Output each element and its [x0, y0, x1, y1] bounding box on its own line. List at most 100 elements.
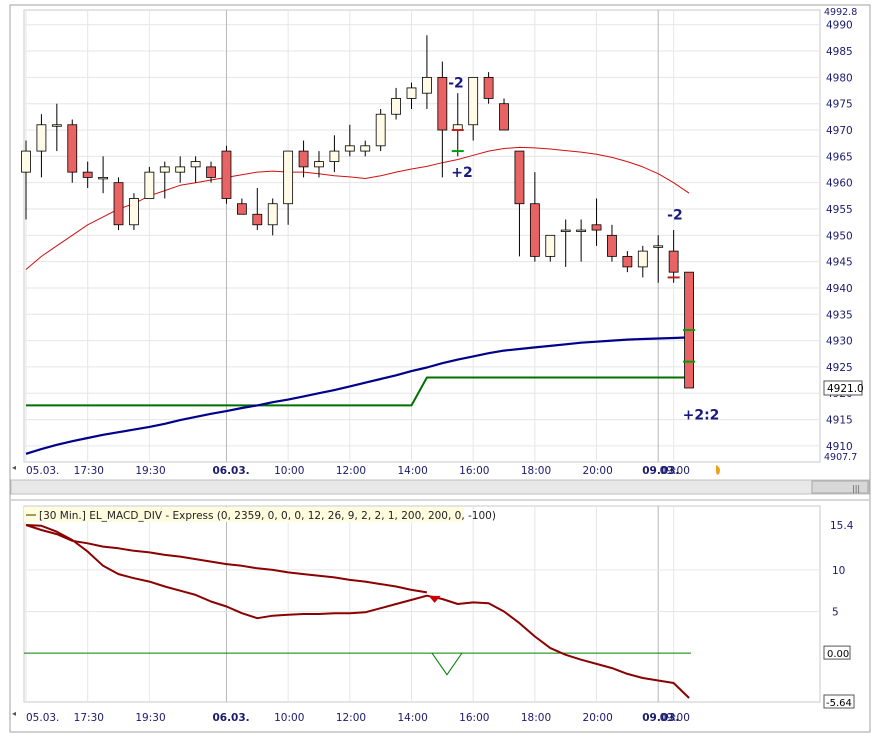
candle-body-up	[190, 161, 201, 168]
indicator-y-axis: 5 10 15.4 0.00 -5.64	[823, 520, 855, 709]
indicator-title-box[interactable]: [30 Min.] EL_MACD_DIV - Express (0, 2359…	[24, 507, 496, 522]
price-panel: 4910491549204925493049354940494549504955…	[12, 7, 864, 477]
candle	[190, 156, 201, 183]
candle	[375, 108, 386, 152]
price-y-tick-label: 4930	[826, 336, 853, 348]
indicator-y-top-label: 15.4	[830, 520, 854, 532]
price-y-tick-label: 4985	[826, 46, 853, 58]
candle	[98, 156, 108, 194]
candle-body-down	[67, 124, 78, 173]
candle-body-up	[637, 250, 648, 268]
order-icon[interactable]	[716, 465, 720, 475]
candle	[437, 61, 448, 178]
candle-body-up	[159, 166, 170, 173]
indicator-x-axis: 05.03. 17:30 19:30 06.03. 10:00 12:00 14:00 16:…	[26, 712, 690, 724]
candle	[545, 234, 556, 262]
candle	[159, 161, 170, 199]
last-price-box	[823, 380, 863, 396]
candle-body-up	[422, 76, 432, 94]
indicator-x-tick-label: 18:00	[521, 712, 551, 724]
price-x-tick-label: 06.03.	[212, 465, 249, 477]
price-x-tick-label: 12:00	[336, 465, 366, 477]
price-y-tick-label: 4925	[826, 362, 853, 374]
indicator-x-tick-label: 05.03.	[26, 712, 59, 724]
indicator-title: [30 Min.] EL_MACD_DIV - Express (0, 2359…	[39, 510, 496, 522]
candle	[622, 251, 633, 273]
trade-marker-label: +2:2	[683, 407, 720, 423]
horizontal-scrollbar[interactable]: |||	[10, 479, 870, 495]
price-x-tick-label: 19:30	[135, 465, 165, 477]
candle	[175, 156, 186, 183]
candle	[344, 124, 355, 157]
candle-body-down	[437, 76, 448, 131]
candle	[391, 87, 401, 120]
price-x-tick-label: 05.03.	[26, 465, 59, 477]
indicator-x-tick-label: 12:00	[336, 712, 366, 724]
scrollbar-track[interactable]	[10, 479, 870, 495]
price-y-tick-label: 4950	[826, 230, 853, 242]
price-x-tick-label: 10:00	[274, 465, 304, 477]
candle-body-up	[98, 177, 108, 180]
indicator-y-tick-label: 10	[832, 565, 845, 577]
price-y-tick-label: 4980	[826, 72, 853, 84]
price-x-tick-label: 14:00	[398, 465, 428, 477]
macd-series-line	[25, 524, 428, 594]
candle-body-up	[545, 234, 556, 257]
scroll-left-icon[interactable]: ◂	[12, 463, 16, 472]
candle-body-up	[283, 150, 294, 205]
last-price-label: 4921.0	[827, 383, 864, 395]
price-x-tick-label: 09:00	[660, 465, 690, 477]
candle-body-down	[113, 182, 124, 226]
price-y-tick-label: 4935	[826, 309, 853, 321]
candle-body-up	[375, 113, 386, 147]
candle-body-down	[236, 203, 247, 215]
candle-body-up	[344, 145, 355, 152]
price-x-tick-label: 16:00	[459, 465, 489, 477]
price-y-tick-label: 4965	[826, 151, 853, 163]
indicator-x-tick-label: 14:00	[398, 712, 428, 724]
price-y-top-label: 4992.8	[824, 7, 857, 18]
candle-body-down	[298, 150, 309, 168]
candle	[560, 219, 571, 267]
divergence-triangle-icon	[428, 595, 441, 603]
candle-body-down	[668, 250, 679, 273]
candle-body-up	[129, 198, 139, 226]
indicator-x-tick-label: 17:30	[74, 712, 104, 724]
candle-body-down	[514, 150, 525, 205]
indicator-title-background	[24, 507, 464, 522]
indicator-lines	[24, 524, 692, 699]
candle-body-down	[622, 255, 633, 268]
candle-body-up	[36, 124, 47, 152]
candle-body-down	[221, 150, 232, 199]
candle	[144, 166, 155, 199]
candle-body-down	[483, 76, 494, 99]
candle	[67, 119, 78, 183]
indicator-plot-area	[23, 505, 821, 703]
indicator-y-tick-label: 5	[832, 607, 839, 619]
candle-body-up	[391, 98, 401, 115]
candle-body-down	[206, 166, 216, 178]
scroll-left-icon-lower[interactable]: ◂	[12, 709, 16, 718]
candle	[637, 245, 648, 278]
indicator-x-tick-label: 09:00	[660, 712, 690, 724]
candle	[668, 230, 679, 283]
price-y-axis: 4910491549204925493049354940494549504955…	[824, 7, 857, 463]
candle	[314, 151, 324, 178]
candle	[499, 98, 509, 131]
candle	[514, 150, 525, 257]
candle	[406, 82, 417, 109]
trade-marker-label: +2	[451, 165, 472, 181]
candle-body-up	[51, 124, 62, 127]
candle	[221, 145, 232, 204]
divergence-markers	[428, 595, 463, 676]
candle-body-up	[560, 229, 571, 232]
candle	[591, 198, 602, 246]
candle	[236, 198, 247, 215]
candle-body-down	[591, 224, 602, 231]
indicator-bottom-box	[823, 694, 855, 709]
scrollbar-thumb[interactable]	[811, 480, 869, 494]
blue-moving-average-line	[25, 336, 690, 455]
candle-body-up	[314, 161, 324, 168]
candle	[283, 150, 294, 225]
